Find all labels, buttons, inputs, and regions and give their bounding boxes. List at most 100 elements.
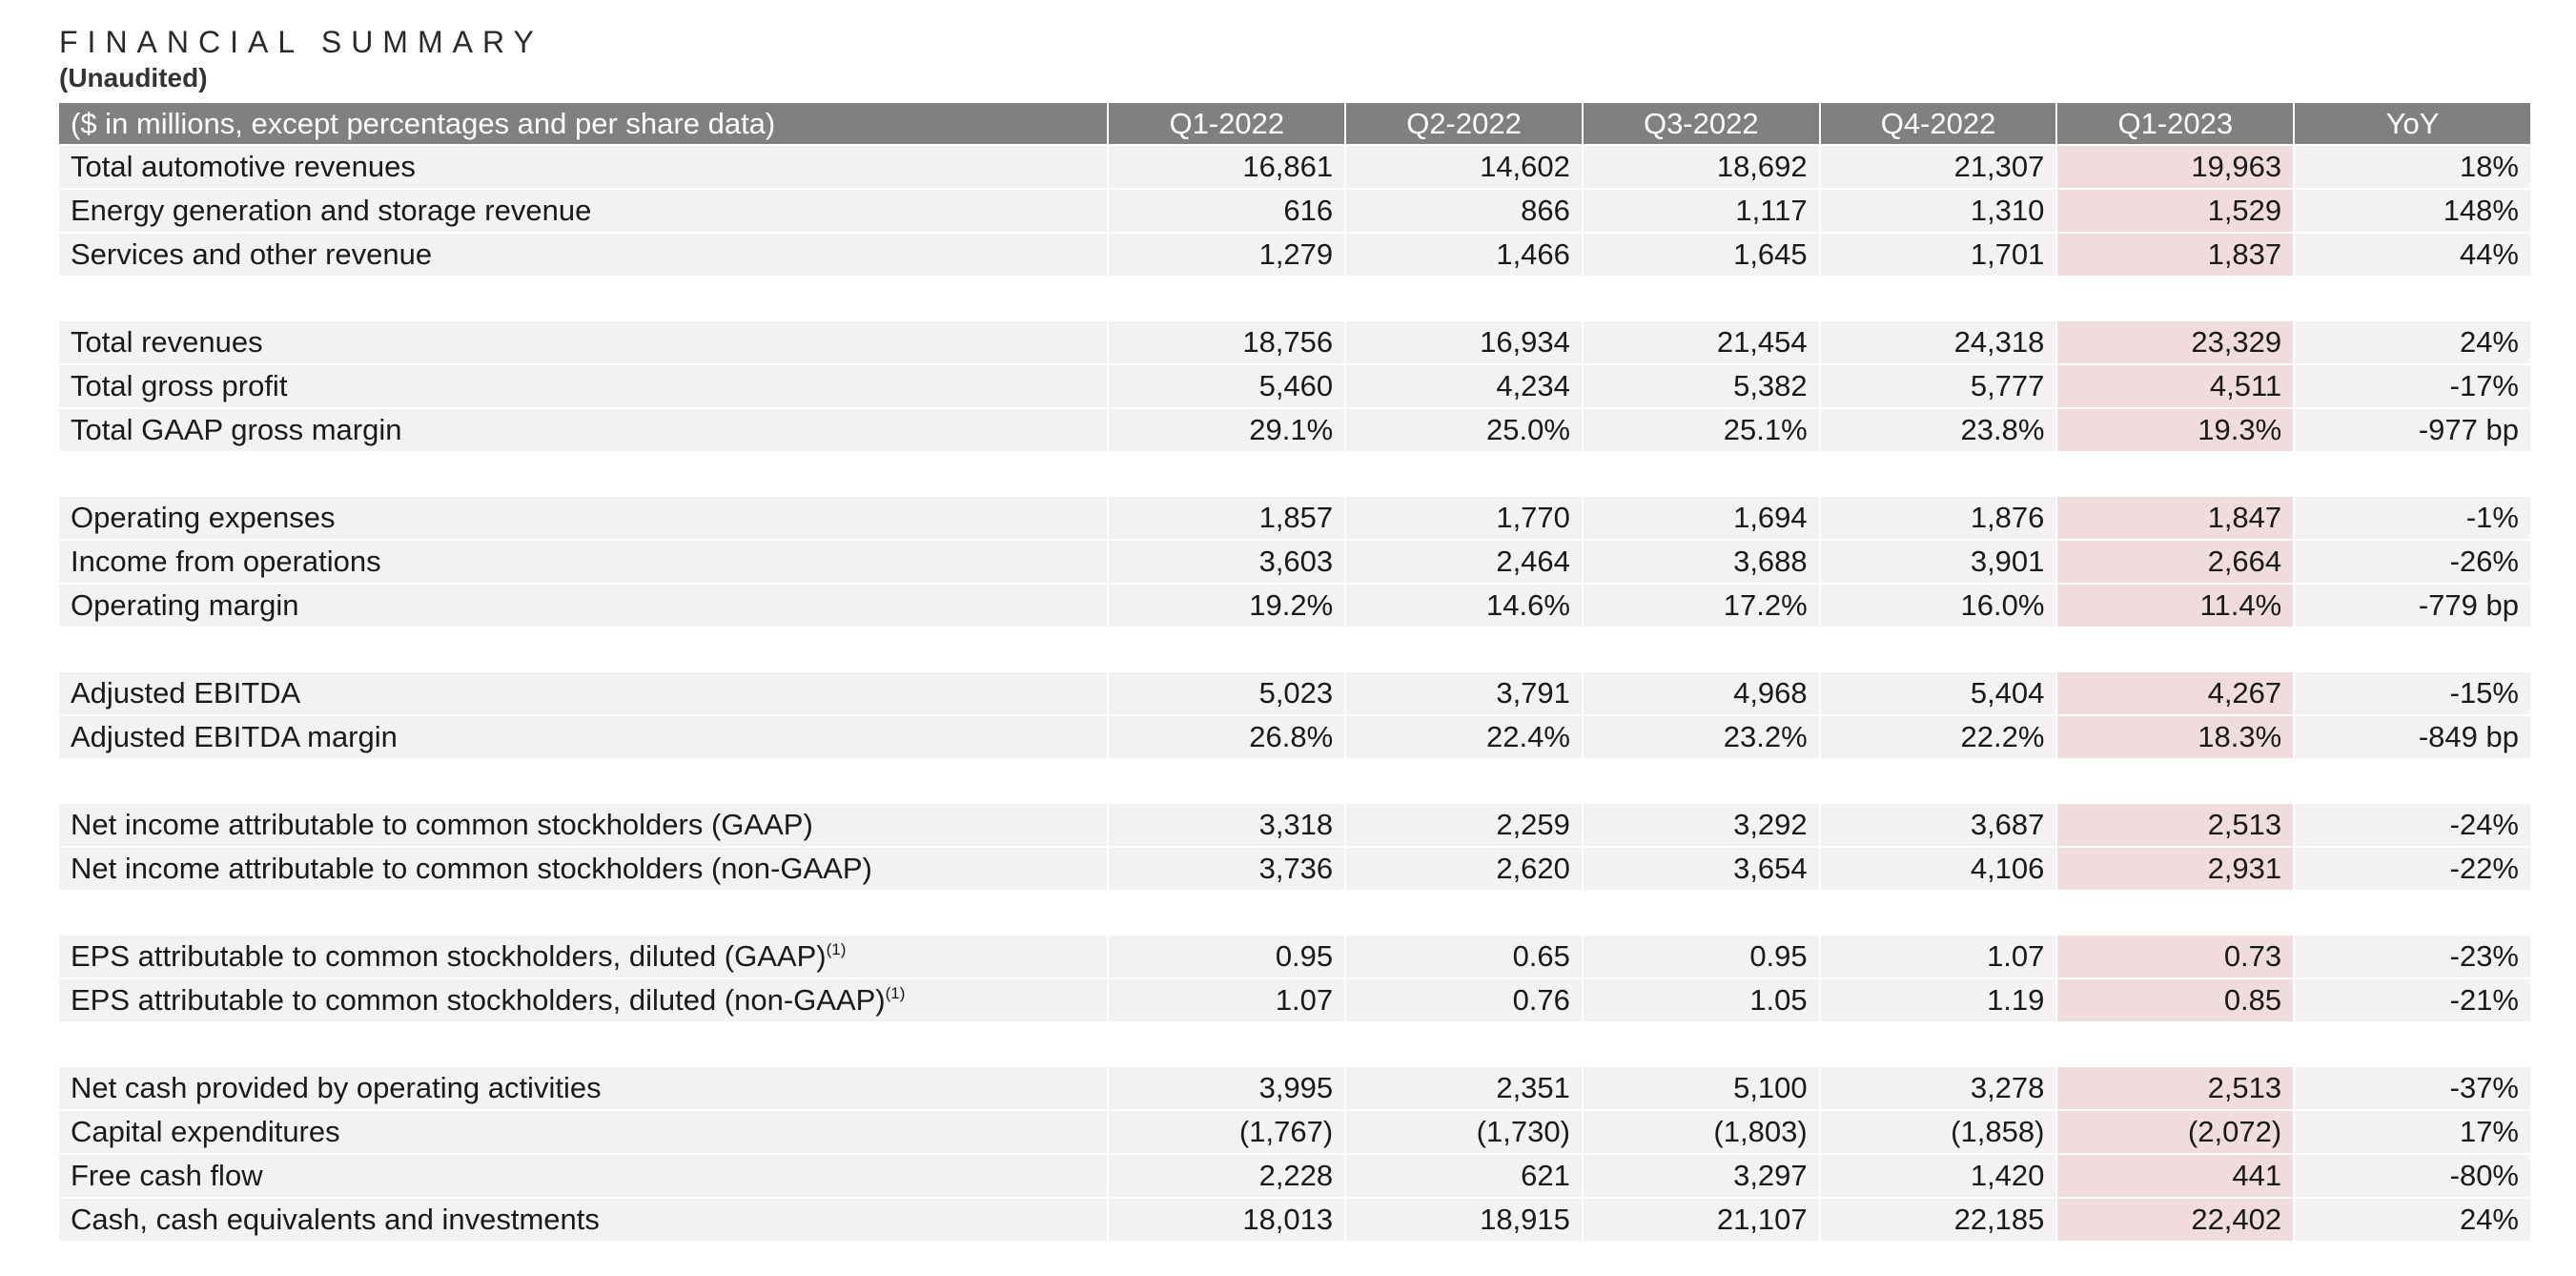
cell-q1-2023: 441 (2057, 1155, 2294, 1197)
group-spacer (59, 453, 2530, 495)
row-label: Net cash provided by operating activitie… (59, 1067, 1108, 1109)
cell-q1-2022: 1,279 (1109, 234, 1345, 276)
cell-q1-2022: 3,603 (1109, 541, 1345, 583)
row-label-text: Net income attributable to common stockh… (71, 852, 872, 885)
table-row: Net cash provided by operating activitie… (59, 1067, 2530, 1109)
row-label-text: Income from operations (71, 545, 381, 578)
cell-q1-2023: 0.85 (2057, 979, 2294, 1021)
cell-q1-2023: 2,513 (2057, 1067, 2294, 1109)
cell-q1-2023: 19.3% (2057, 409, 2294, 451)
group-spacer (59, 892, 2530, 934)
header-q2-2022: Q2-2022 (1346, 103, 1582, 144)
table-row: EPS attributable to common stockholders,… (59, 979, 2530, 1021)
cell-q2-2022: 866 (1346, 190, 1582, 232)
row-label: Total GAAP gross margin (59, 409, 1108, 451)
group-spacer (59, 760, 2530, 802)
table-row: Operating margin 19.2% 14.6% 17.2% 16.0% 11.4… (59, 585, 2530, 627)
row-label: Total automotive revenues (59, 146, 1108, 188)
row-label: Services and other revenue (59, 234, 1108, 276)
cell-q2-2022: 2,259 (1346, 804, 1582, 846)
financial-summary-page: FINANCIAL SUMMARY (Unaudited) ($ in mill… (59, 23, 2530, 1243)
row-label: Operating margin (59, 585, 1108, 627)
row-label: Total gross profit (59, 365, 1108, 407)
table-row: EPS attributable to common stockholders,… (59, 936, 2530, 978)
row-label-text: Capital expenditures (71, 1115, 340, 1148)
cell-q3-2022: 21,107 (1583, 1199, 1819, 1241)
cell-q4-2022: 1,420 (1820, 1155, 2056, 1197)
row-label-text: Free cash flow (71, 1159, 263, 1192)
cell-yoy: -849 bp (2295, 716, 2530, 758)
cell-q1-2022: 29.1% (1109, 409, 1345, 451)
cell-q1-2023: 1,847 (2057, 497, 2294, 539)
row-label: EPS attributable to common stockholders,… (59, 936, 1108, 978)
row-label: Operating expenses (59, 497, 1108, 539)
cell-q3-2022: 3,292 (1583, 804, 1819, 846)
cell-yoy: -26% (2295, 541, 2530, 583)
cell-q3-2022: 1,694 (1583, 497, 1819, 539)
cell-q1-2023: 1,529 (2057, 190, 2294, 232)
cell-q1-2022: 5,023 (1109, 672, 1345, 714)
group-spacer (59, 628, 2530, 670)
table-row: Net income attributable to common stockh… (59, 848, 2530, 890)
table-row: Energy generation and storage revenue 616… (59, 190, 2530, 232)
row-label: Net income attributable to common stockh… (59, 848, 1108, 890)
row-label-text: Total automotive revenues (71, 150, 416, 183)
cell-q1-2022: 2,228 (1109, 1155, 1345, 1197)
cell-q4-2022: 3,278 (1820, 1067, 2056, 1109)
cell-q4-2022: 4,106 (1820, 848, 2056, 890)
header-q1-2022: Q1-2022 (1109, 103, 1345, 144)
cell-yoy: -37% (2295, 1067, 2530, 1109)
cell-q1-2022: 0.95 (1109, 936, 1345, 978)
cell-q3-2022: 23.2% (1583, 716, 1819, 758)
row-label: EPS attributable to common stockholders,… (59, 979, 1108, 1021)
footnote-marker: (1) (885, 984, 906, 1002)
page-subtitle: (Unaudited) (59, 63, 208, 93)
cell-q1-2022: 19.2% (1109, 585, 1345, 627)
cell-q1-2023: 22,402 (2057, 1199, 2294, 1241)
cell-q3-2022: (1,803) (1583, 1111, 1819, 1153)
page-title: FINANCIAL SUMMARY (59, 25, 543, 59)
row-label-text: Total GAAP gross margin (71, 413, 402, 446)
cell-q4-2022: 22,185 (1820, 1199, 2056, 1241)
table-row: Adjusted EBITDA margin 26.8% 22.4% 23.2% 22.… (59, 716, 2530, 758)
row-label-text: Net income attributable to common stockh… (71, 808, 813, 841)
table-row: Total automotive revenues 16,861 14,602 18,… (59, 146, 2530, 188)
cell-q1-2023: 1,837 (2057, 234, 2294, 276)
cell-q4-2022: 21,307 (1820, 146, 2056, 188)
table-row: Total revenues 18,756 16,934 21,454 24,318 23… (59, 321, 2530, 363)
cell-q3-2022: 4,968 (1583, 672, 1819, 714)
cell-q1-2022: (1,767) (1109, 1111, 1345, 1153)
row-label-text: Operating margin (71, 588, 299, 622)
row-label: Adjusted EBITDA margin (59, 716, 1108, 758)
cell-q3-2022: 1,645 (1583, 234, 1819, 276)
cell-q2-2022: (1,730) (1346, 1111, 1582, 1153)
cell-q2-2022: 1,770 (1346, 497, 1582, 539)
cell-q4-2022: 3,901 (1820, 541, 2056, 583)
cell-q2-2022: 18,915 (1346, 1199, 1582, 1241)
cell-q1-2023: 4,511 (2057, 365, 2294, 407)
cell-q1-2022: 3,736 (1109, 848, 1345, 890)
cell-q1-2022: 5,460 (1109, 365, 1345, 407)
cell-q1-2023: (2,072) (2057, 1111, 2294, 1153)
cell-q1-2022: 3,318 (1109, 804, 1345, 846)
cell-q1-2023: 2,664 (2057, 541, 2294, 583)
cell-q4-2022: 1.19 (1820, 979, 2056, 1021)
cell-q3-2022: 1,117 (1583, 190, 1819, 232)
cell-q1-2023: 2,513 (2057, 804, 2294, 846)
cell-yoy: 17% (2295, 1111, 2530, 1153)
cell-yoy: -17% (2295, 365, 2530, 407)
cell-q3-2022: 5,100 (1583, 1067, 1819, 1109)
header-q3-2022: Q3-2022 (1583, 103, 1819, 144)
cell-q2-2022: 14.6% (1346, 585, 1582, 627)
cell-yoy: 148% (2295, 190, 2530, 232)
cell-q1-2022: 16,861 (1109, 146, 1345, 188)
cell-q2-2022: 0.65 (1346, 936, 1582, 978)
cell-q1-2023: 19,963 (2057, 146, 2294, 188)
cell-yoy: -779 bp (2295, 585, 2530, 627)
cell-q2-2022: 22.4% (1346, 716, 1582, 758)
cell-q1-2022: 1,857 (1109, 497, 1345, 539)
row-label: Net income attributable to common stockh… (59, 804, 1108, 846)
row-label-text: EPS attributable to common stockholders,… (71, 939, 827, 973)
cell-q3-2022: 3,688 (1583, 541, 1819, 583)
cell-yoy: 44% (2295, 234, 2530, 276)
